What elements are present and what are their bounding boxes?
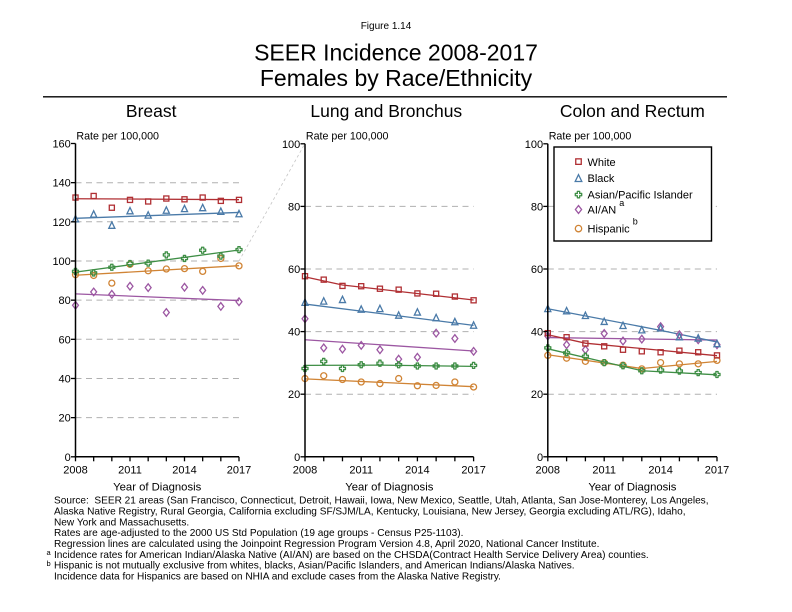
svg-text:2014: 2014 [405, 465, 429, 477]
svg-text:60: 60 [59, 334, 71, 346]
svg-text:160: 160 [52, 139, 70, 151]
svg-text:80: 80 [531, 201, 543, 213]
svg-text:Females by Race/Ethnicity: Females by Race/Ethnicity [260, 65, 533, 91]
svg-text:New York and Massachusetts.: New York and Massachusetts. [54, 517, 189, 528]
svg-text:2011: 2011 [349, 465, 373, 477]
svg-text:80: 80 [288, 201, 300, 213]
svg-text:40: 40 [59, 374, 71, 386]
svg-text:140: 140 [52, 178, 70, 190]
svg-text:Rate per 100,000: Rate per 100,000 [306, 131, 389, 143]
svg-text:Lung and Bronchus: Lung and Bronchus [310, 101, 462, 121]
svg-text:a: a [47, 548, 52, 557]
svg-text:b: b [47, 559, 51, 568]
svg-text:120: 120 [52, 217, 70, 229]
svg-text:Asian/Pacific Islander: Asian/Pacific Islander [588, 190, 693, 202]
svg-text:20: 20 [59, 413, 71, 425]
svg-text:SEER Incidence 2008-2017: SEER Incidence 2008-2017 [254, 40, 538, 66]
svg-text:Hispanic is not mutually exclu: Hispanic is not mutually exclusive from … [54, 561, 575, 572]
svg-text:80: 80 [59, 295, 71, 307]
svg-text:Rates are age-adjusted to the: Rates are age-adjusted to the 2000 US St… [54, 528, 463, 539]
svg-text:2014: 2014 [648, 465, 672, 477]
svg-text:2008: 2008 [63, 465, 87, 477]
svg-text:20: 20 [531, 389, 543, 401]
svg-text:20: 20 [288, 389, 300, 401]
svg-text:Incidence rates for American I: Incidence rates for American Indian/Alas… [54, 550, 649, 561]
svg-text:Year of Diagnosis: Year of Diagnosis [588, 482, 676, 494]
svg-text:2008: 2008 [293, 465, 317, 477]
svg-text:Incidence data for Hispanics a: Incidence data for Hispanics are based o… [54, 572, 501, 583]
svg-text:2017: 2017 [227, 465, 251, 477]
svg-text:Black: Black [588, 173, 615, 185]
svg-text:2011: 2011 [118, 465, 142, 477]
svg-text:40: 40 [531, 327, 543, 339]
svg-text:Source: SEER 21 areas (San Fr: Source: SEER 21 areas (San Francisco, Co… [54, 496, 709, 507]
svg-text:0: 0 [294, 452, 300, 464]
svg-text:100: 100 [525, 139, 543, 151]
svg-text:Breast: Breast [126, 101, 177, 121]
svg-text:0: 0 [65, 452, 71, 464]
svg-text:Alaska Native Registry, Rural: Alaska Native Registry, Rural Georgia, C… [54, 507, 686, 518]
svg-text:Rate per 100,000: Rate per 100,000 [549, 131, 632, 143]
svg-text:Regression lines are calculate: Regression lines are calculated using th… [54, 539, 599, 550]
svg-text:2011: 2011 [592, 465, 616, 477]
svg-text:40: 40 [288, 327, 300, 339]
svg-text:Figure 1.14: Figure 1.14 [361, 21, 412, 32]
svg-text:2008: 2008 [536, 465, 560, 477]
svg-text:60: 60 [531, 264, 543, 276]
svg-text:2017: 2017 [461, 465, 485, 477]
svg-text:2017: 2017 [705, 465, 729, 477]
svg-text:100: 100 [282, 139, 300, 151]
svg-text:60: 60 [288, 264, 300, 276]
svg-text:Colon and Rectum: Colon and Rectum [560, 101, 705, 121]
svg-text:0: 0 [537, 452, 543, 464]
svg-text:White: White [588, 157, 616, 169]
svg-text:Rate per 100,000: Rate per 100,000 [76, 131, 159, 143]
svg-text:Year of Diagnosis: Year of Diagnosis [113, 482, 201, 494]
svg-text:2014: 2014 [172, 465, 196, 477]
svg-text:100: 100 [52, 256, 70, 268]
svg-text:Year of Diagnosis: Year of Diagnosis [345, 482, 433, 494]
